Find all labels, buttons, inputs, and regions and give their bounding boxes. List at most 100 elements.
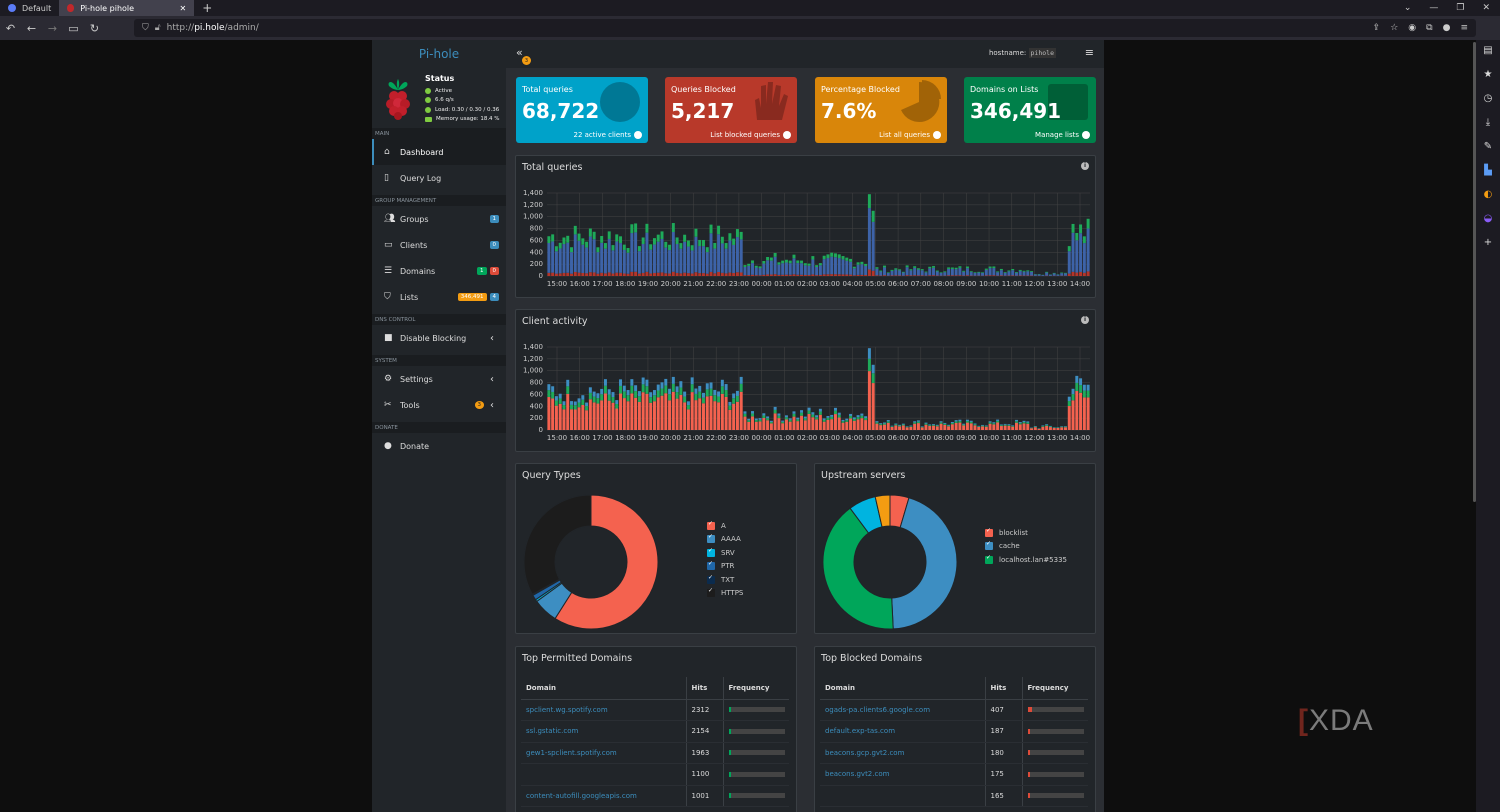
hostname-display: hostname: pihole — [988, 48, 1056, 58]
domain-link[interactable]: beacons.gvt2.com — [820, 763, 986, 786]
tab-list-icon[interactable]: ⌄ — [1403, 3, 1412, 13]
stat-footer-link[interactable]: List blocked queries — [710, 131, 791, 139]
legend-checkbox-icon[interactable] — [707, 587, 715, 598]
chart-bar — [668, 244, 672, 251]
bookmarks-icon[interactable]: ★ — [1483, 69, 1493, 80]
sidebar-item-clients[interactable]: ▭ Clients 0 — [372, 232, 506, 258]
column-header-hits[interactable]: Hits — [686, 677, 724, 700]
info-icon[interactable]: i — [1081, 316, 1089, 324]
legend-item[interactable]: HTTPS — [707, 587, 743, 601]
column-header-domain[interactable]: Domain — [521, 677, 687, 700]
domain-link[interactable]: gew1-spclient.spotify.com — [521, 742, 687, 764]
reload-icon[interactable]: ↻ — [89, 21, 100, 35]
extension-purple-icon[interactable]: ◒ — [1483, 213, 1493, 224]
chart-bar — [920, 426, 924, 428]
chart-bar — [811, 417, 815, 430]
chart-bar — [920, 270, 924, 276]
extensions-icon[interactable]: ⧉ — [1426, 23, 1433, 33]
legend-item[interactable]: A — [707, 519, 743, 533]
legend-item[interactable]: cache — [985, 540, 1067, 554]
restore-icon[interactable]: ❐ — [1456, 3, 1465, 13]
notification-badge[interactable]: 3 — [522, 56, 531, 65]
tab-close-icon[interactable]: ✕ — [179, 3, 187, 13]
table-row: spclient.wg.spotify.com 2312 — [521, 699, 789, 721]
insecure-lock-icon[interactable]: 🔓︎ — [154, 23, 161, 33]
sidebar-item-querylog[interactable]: ▯ Query Log — [384, 173, 442, 183]
legend-item[interactable]: localhost.lan#5335 — [985, 553, 1067, 567]
brand-logo[interactable]: Pi-hole — [418, 47, 460, 61]
domain-link[interactable]: default.exp-tas.com — [820, 720, 986, 743]
column-header-frequency[interactable]: Frequency — [1022, 677, 1088, 700]
sidebar-item-domains[interactable]: ☰ Domains 1 0 — [372, 258, 506, 284]
downloads-icon[interactable]: ⤓ — [1485, 117, 1491, 128]
share-icon[interactable]: ⇪ — [1372, 23, 1381, 33]
chart-bar — [709, 395, 713, 430]
domain-link[interactable]: spclient.wg.spotify.com — [521, 699, 687, 721]
stat-footer-link[interactable]: Manage lists — [1035, 131, 1090, 139]
legend-checkbox-icon[interactable] — [985, 554, 993, 564]
chart-bar — [705, 247, 709, 253]
legend-item[interactable]: PTR — [707, 560, 743, 574]
sidebar-item-donate[interactable]: ● Donate — [384, 441, 430, 451]
column-header-frequency[interactable]: Frequency — [723, 677, 789, 700]
forward-icon[interactable]: → — [47, 21, 58, 35]
info-icon[interactable]: i — [1081, 162, 1089, 170]
legend-item[interactable]: TXT — [707, 573, 743, 587]
legend-item[interactable]: blocklist — [985, 526, 1067, 540]
browser-tab-default[interactable]: Default — [0, 0, 59, 16]
sidebar-toggle-icon[interactable]: ▤ — [1483, 45, 1493, 56]
history-icon[interactable]: ◷ — [1483, 93, 1493, 104]
hamburger-menu-icon[interactable]: ≡ — [1084, 46, 1094, 59]
domain-link[interactable]: ogads-pa.clients6.google.com — [820, 699, 986, 721]
sidebar-item-disable-blocking[interactable]: ■ Disable Blocking ‹ — [384, 332, 494, 344]
legend-item[interactable]: SRV — [707, 546, 743, 560]
stat-footer-link[interactable]: 22 active clients — [573, 131, 642, 139]
extension-orange-icon[interactable]: ◐ — [1483, 189, 1493, 200]
close-window-icon[interactable]: ✕ — [1482, 3, 1490, 13]
sidebar-item-settings[interactable]: ⚙ Settings ‹ — [384, 373, 494, 385]
shield-icon[interactable]: ⛉ — [142, 23, 149, 33]
chart-bar — [852, 419, 856, 421]
menu-icon[interactable]: ≡ — [1460, 23, 1468, 33]
legend-checkbox-icon[interactable] — [707, 533, 715, 544]
table-row: beacons.gcp.gvt2.com 180 — [820, 742, 1088, 764]
profile-icon[interactable]: ● — [1442, 23, 1451, 33]
legend-checkbox-icon[interactable] — [707, 560, 715, 571]
collapse-sidebar-icon[interactable]: « — [516, 46, 523, 59]
stat-footer-link[interactable]: List all queries — [879, 131, 941, 139]
legend-checkbox-icon[interactable] — [985, 527, 993, 537]
url-bar[interactable]: ⛉ 🔓︎ http://pi.hole/admin/ ⇪ ☆ ◉ ⧉ ● ≡ — [134, 19, 1476, 37]
undo-icon[interactable]: ↶ — [5, 21, 16, 35]
domain-link[interactable]: ssl.gstatic.com — [521, 720, 687, 743]
pen-icon[interactable]: ✎ — [1483, 141, 1493, 152]
account-icon[interactable]: ◉ — [1408, 23, 1417, 33]
column-header-hits[interactable]: Hits — [985, 677, 1023, 700]
new-tab-button[interactable]: + — [202, 1, 213, 15]
chart-bar — [1075, 382, 1079, 392]
bookmark-star-icon[interactable]: ☆ — [1390, 23, 1399, 33]
domain-link[interactable]: beacons.gcp.gvt2.com — [820, 742, 986, 764]
domain-link[interactable] — [820, 785, 986, 807]
sidebar-item-groups[interactable]: 👥︎ Groups 1 — [372, 206, 506, 232]
legend-checkbox-icon[interactable] — [707, 574, 715, 584]
domain-link[interactable]: content-autofill.googleapis.com — [521, 785, 687, 807]
domain-link[interactable] — [521, 763, 687, 786]
legend-checkbox-icon[interactable] — [707, 520, 715, 530]
add-panel-icon[interactable]: + — [1483, 237, 1493, 248]
sidebar-item-dashboard[interactable]: ⌂ Dashboard — [372, 139, 506, 165]
sidebar-item-lists[interactable]: ⛉ Lists 346,491 4 — [372, 284, 506, 310]
chart-bar — [916, 423, 920, 430]
back-icon[interactable]: ← — [26, 21, 37, 35]
minimize-icon[interactable]: — — [1429, 3, 1439, 13]
browser-tab-pihole[interactable]: Pi-hole pihole ✕ — [59, 0, 195, 16]
column-header-domain[interactable]: Domain — [820, 677, 986, 700]
translate-icon[interactable]: ▙ — [1484, 165, 1492, 176]
chart-bar — [1018, 423, 1022, 425]
sidebar-item-tools[interactable]: ✂ Tools 3 ‹ — [384, 399, 494, 411]
legend-checkbox-icon[interactable] — [707, 547, 715, 557]
page-scrollbar[interactable] — [1473, 42, 1476, 502]
chart-bar — [1060, 273, 1064, 276]
legend-checkbox-icon[interactable] — [985, 540, 993, 551]
legend-item[interactable]: AAAA — [707, 533, 743, 547]
sidebar-icon[interactable]: ▭ — [68, 21, 79, 35]
